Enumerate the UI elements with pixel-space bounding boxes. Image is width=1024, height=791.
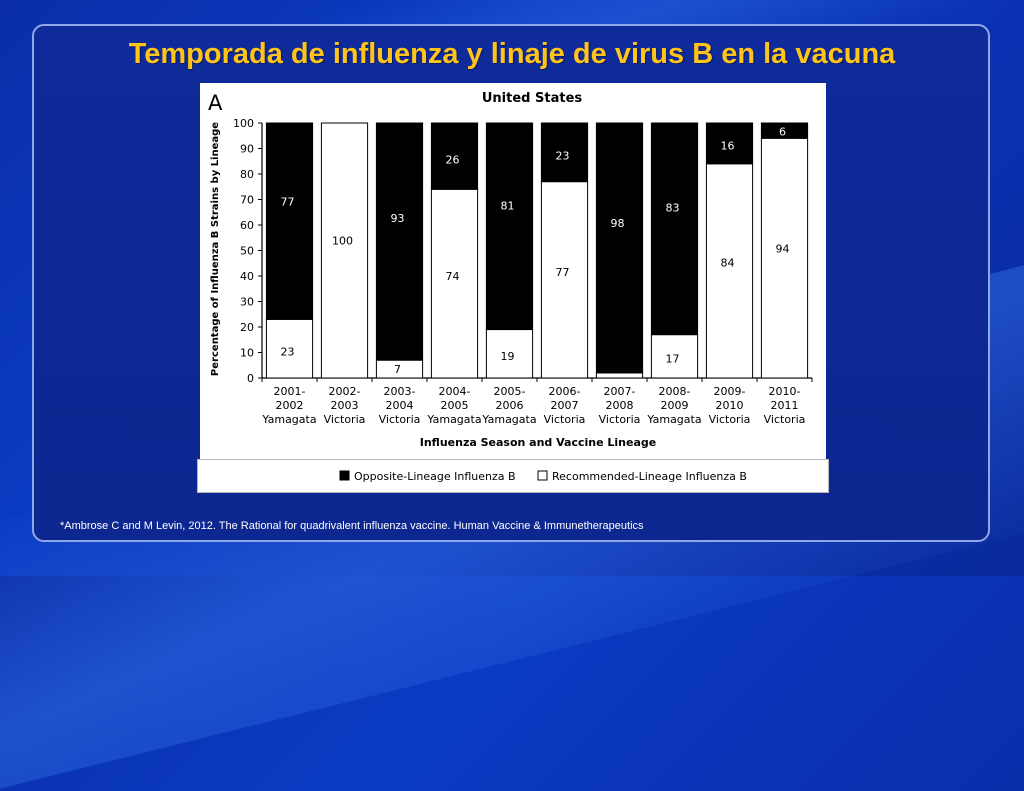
bar-opposite: [375, 122, 424, 361]
y-tick-label: 90: [240, 143, 254, 156]
y-tick-label: 20: [240, 321, 254, 334]
x-tick-label: Victoria: [544, 413, 586, 426]
legend: Opposite-Lineage Influenza B Recommended…: [197, 459, 829, 493]
x-axis-label: Influenza Season and Vaccine Lineage: [420, 436, 656, 449]
x-tick-label: 2006-: [549, 385, 581, 398]
bar-recommended: [705, 163, 754, 379]
y-tick-label: 50: [240, 245, 254, 258]
data-label-opposite: 6: [779, 125, 786, 138]
x-tick-label: 2007: [551, 399, 579, 412]
axes: 01020304050607080901002001-2002Yamagata2…: [233, 117, 813, 426]
bars: [265, 122, 809, 379]
data-label-recommended: 19: [501, 350, 515, 363]
data-label-opposite: 98: [611, 217, 625, 230]
y-tick-label: 100: [233, 117, 254, 130]
legend-label-opposite: Opposite-Lineage Influenza B: [354, 470, 516, 483]
data-label-recommended: 77: [556, 266, 570, 279]
bar-recommended: [540, 181, 589, 379]
chart-figure: A United States Percentage of Influenza …: [200, 83, 826, 493]
slide-title: Temporada de influenza y linaje de virus…: [128, 38, 896, 70]
data-label-opposite: 83: [666, 202, 680, 215]
x-tick-label: 2003: [331, 399, 359, 412]
data-label-recommended: 23: [281, 346, 295, 359]
legend-swatch-recommended: [537, 470, 548, 481]
data-label-opposite: 23: [556, 149, 570, 162]
x-tick-label: 2008: [606, 399, 634, 412]
x-tick-label: 2010-: [769, 385, 801, 398]
x-tick-label: Victoria: [379, 413, 421, 426]
data-label-opposite: 81: [501, 200, 515, 213]
y-tick-label: 60: [240, 219, 254, 232]
bar-opposite: [705, 122, 754, 165]
y-tick-label: 70: [240, 194, 254, 207]
data-label-opposite: 16: [721, 139, 735, 152]
x-tick-label: Victoria: [709, 413, 751, 426]
bar-recommended: [265, 318, 314, 379]
data-label-opposite: 77: [281, 196, 295, 209]
y-tick-label: 0: [247, 372, 254, 385]
legend-label-recommended: Recommended-Lineage Influenza B: [552, 470, 747, 483]
x-tick-label: 2004-: [439, 385, 471, 398]
x-tick-label: 2003-: [384, 385, 416, 398]
data-label-recommended: 100: [332, 234, 353, 247]
chart-title: United States: [482, 91, 583, 106]
x-tick-label: Yamagata: [261, 413, 316, 426]
x-tick-label: 2006: [496, 399, 524, 412]
bar-opposite: [540, 122, 589, 183]
data-label-recommended: 17: [666, 352, 680, 365]
x-tick-label: 2008-: [659, 385, 691, 398]
bar-opposite: [485, 122, 534, 331]
x-tick-label: 2002-: [329, 385, 361, 398]
x-tick-label: 2002: [276, 399, 304, 412]
data-label-recommended: 94: [776, 243, 790, 256]
x-tick-label: 2005-: [494, 385, 526, 398]
bar-recommended: [430, 188, 479, 379]
x-tick-label: 2005: [441, 399, 469, 412]
x-tick-label: Yamagata: [426, 413, 481, 426]
data-labels: 77 23 100 93 7 26 74 81 19 23 77 98 2 83 17 16 84 6 94: [281, 125, 790, 376]
data-label-recommended: 84: [721, 256, 735, 269]
legend-swatch-opposite: [339, 470, 350, 481]
x-tick-label: Victoria: [599, 413, 641, 426]
bar-opposite: [265, 122, 314, 320]
bar-recommended: [595, 372, 644, 379]
x-tick-label: 2009: [661, 399, 689, 412]
bar-opposite: [430, 122, 479, 190]
x-tick-label: Victoria: [764, 413, 806, 426]
x-tick-label: 2004: [386, 399, 414, 412]
bar-opposite: [650, 122, 699, 336]
data-label-opposite: 93: [391, 212, 405, 225]
bar-recommended: [320, 122, 369, 379]
x-tick-label: 2007-: [604, 385, 636, 398]
x-tick-label: 2001-: [274, 385, 306, 398]
data-label-recommended: 2: [614, 358, 621, 371]
y-tick-label: 40: [240, 270, 254, 283]
y-tick-label: 80: [240, 168, 254, 181]
bar-recommended: [760, 137, 809, 379]
bar-opposite: [760, 122, 809, 139]
x-tick-label: 2011: [771, 399, 799, 412]
y-axis-label: Percentage of Influenza B Strains by Lin…: [210, 122, 221, 376]
x-tick-label: 2009-: [714, 385, 746, 398]
y-tick-label: 10: [240, 347, 254, 360]
x-tick-label: Yamagata: [646, 413, 701, 426]
y-tick-label: 30: [240, 296, 254, 309]
x-tick-label: Victoria: [324, 413, 366, 426]
data-label-opposite: 26: [446, 153, 460, 166]
x-tick-label: Yamagata: [481, 413, 536, 426]
bar-opposite: [595, 122, 644, 374]
stacked-bar-chart: A United States Percentage of Influenza …: [208, 91, 813, 449]
citation-footnote: *Ambrose C and M Levin, 2012. The Ration…: [60, 520, 644, 532]
data-label-recommended: 74: [446, 270, 460, 283]
panel-label: A: [208, 91, 223, 115]
x-tick-label: 2010: [716, 399, 744, 412]
data-label-recommended: 7: [394, 363, 401, 376]
